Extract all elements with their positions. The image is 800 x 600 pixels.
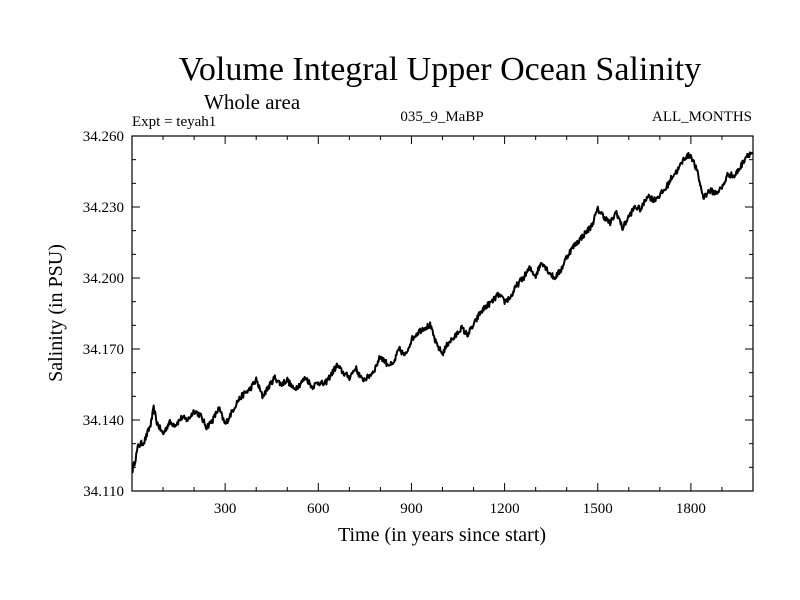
y-tick-label: 34.200: [83, 271, 124, 287]
experiment-label: Expt = teyah1: [132, 114, 216, 130]
x-axis-label: Time (in years since start): [338, 524, 546, 546]
x-tick-label: 1200: [490, 501, 520, 517]
x-tick-label: 300: [214, 501, 237, 517]
y-tick-label: 34.110: [83, 484, 124, 500]
y-tick-label: 34.260: [83, 129, 124, 145]
x-tick-label: 1500: [583, 501, 613, 517]
chart-subtitle: Whole area: [204, 90, 301, 114]
y-tick-label: 34.170: [83, 342, 124, 358]
x-tick-label: 900: [400, 501, 423, 517]
y-tick-label: 34.230: [83, 200, 124, 216]
axes: 300 600 900 1200 1500 1800 34.110 34.140 34.170 3…: [83, 129, 753, 517]
period-label: 035_9_MaBP: [400, 109, 483, 125]
months-label: ALL_MONTHS: [652, 109, 752, 125]
y-axis-label: Salinity (in PSU): [45, 244, 67, 382]
plot-frame: [131, 135, 754, 492]
y-tick-label: 34.140: [83, 413, 124, 429]
x-tick-label: 600: [307, 501, 330, 517]
x-tick-label: 1800: [676, 501, 706, 517]
series-line-salinity: [131, 151, 754, 474]
chart-title: Volume Integral Upper Ocean Salinity: [179, 51, 701, 88]
